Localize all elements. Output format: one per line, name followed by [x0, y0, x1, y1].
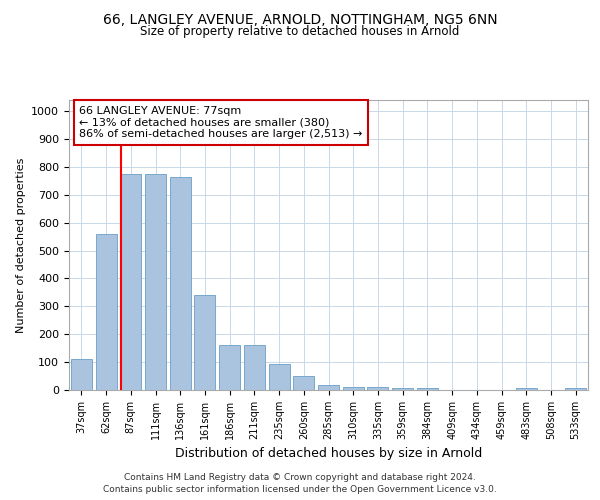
Text: Contains HM Land Registry data © Crown copyright and database right 2024.: Contains HM Land Registry data © Crown c…	[124, 472, 476, 482]
Bar	[318, 385, 339, 390]
Bar	[145, 174, 166, 390]
Bar	[194, 295, 215, 390]
Bar	[269, 364, 290, 390]
Bar	[244, 346, 265, 390]
Bar	[95, 234, 116, 390]
Bar	[516, 388, 537, 390]
Bar	[219, 346, 240, 390]
Bar	[170, 176, 191, 390]
Bar	[71, 360, 92, 390]
Text: 66, LANGLEY AVENUE, ARNOLD, NOTTINGHAM, NG5 6NN: 66, LANGLEY AVENUE, ARNOLD, NOTTINGHAM, …	[103, 12, 497, 26]
Bar	[417, 388, 438, 390]
Bar	[392, 388, 413, 390]
Bar	[293, 376, 314, 390]
Text: Size of property relative to detached houses in Arnold: Size of property relative to detached ho…	[140, 25, 460, 38]
Bar	[565, 388, 586, 390]
Bar	[343, 386, 364, 390]
Bar	[120, 174, 141, 390]
Bar	[367, 387, 388, 390]
X-axis label: Distribution of detached houses by size in Arnold: Distribution of detached houses by size …	[175, 448, 482, 460]
Text: 66 LANGLEY AVENUE: 77sqm
← 13% of detached houses are smaller (380)
86% of semi-: 66 LANGLEY AVENUE: 77sqm ← 13% of detach…	[79, 106, 363, 139]
Y-axis label: Number of detached properties: Number of detached properties	[16, 158, 26, 332]
Text: Contains public sector information licensed under the Open Government Licence v3: Contains public sector information licen…	[103, 485, 497, 494]
